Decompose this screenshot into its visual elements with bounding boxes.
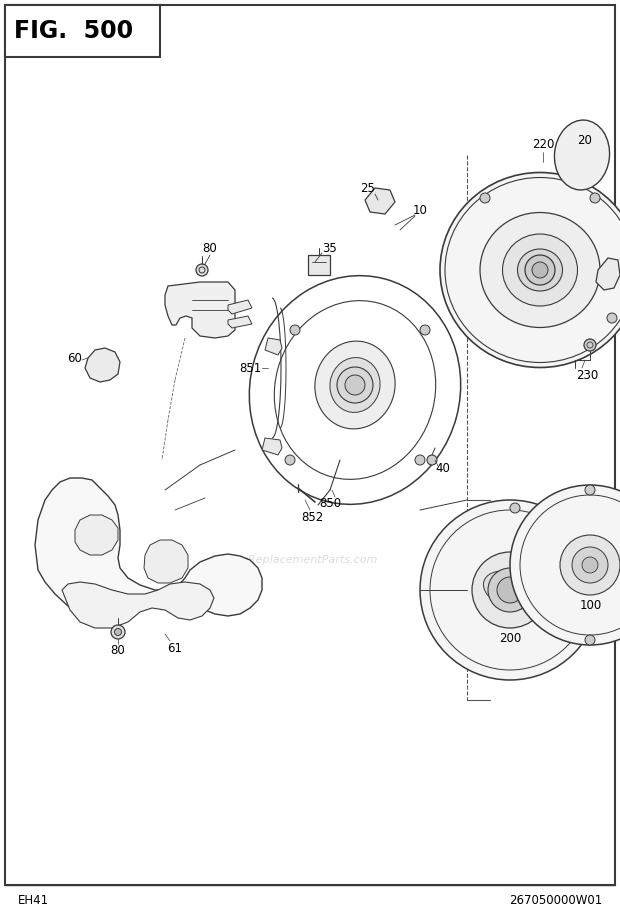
Text: 851: 851	[239, 361, 261, 374]
Circle shape	[472, 552, 548, 628]
Polygon shape	[144, 540, 188, 583]
Circle shape	[510, 485, 620, 645]
Circle shape	[532, 262, 548, 278]
Polygon shape	[62, 582, 214, 628]
Ellipse shape	[484, 571, 536, 609]
Text: 61: 61	[167, 642, 182, 655]
Circle shape	[497, 577, 523, 603]
Polygon shape	[308, 255, 330, 275]
Ellipse shape	[315, 341, 395, 429]
Polygon shape	[596, 258, 620, 290]
Circle shape	[345, 375, 365, 395]
Ellipse shape	[480, 212, 600, 327]
Text: 80: 80	[203, 242, 218, 254]
Circle shape	[111, 625, 125, 639]
Circle shape	[290, 325, 300, 335]
Circle shape	[480, 193, 490, 203]
Bar	[5, 5, 160, 57]
Text: 20: 20	[578, 134, 593, 147]
Text: FIG.  500: FIG. 500	[14, 19, 133, 43]
Circle shape	[415, 455, 425, 465]
Circle shape	[572, 547, 608, 583]
Text: 220: 220	[532, 138, 554, 151]
Polygon shape	[75, 515, 118, 555]
Circle shape	[115, 629, 122, 635]
Text: 25: 25	[361, 182, 376, 195]
Circle shape	[196, 264, 208, 276]
Circle shape	[584, 339, 596, 351]
Text: 100: 100	[580, 598, 602, 611]
Text: eReplacementParts.com: eReplacementParts.com	[242, 555, 378, 565]
Polygon shape	[262, 438, 282, 455]
Circle shape	[560, 535, 620, 595]
Polygon shape	[365, 188, 395, 214]
Text: 267050000W01: 267050000W01	[509, 893, 602, 906]
Text: 40: 40	[436, 462, 451, 475]
Ellipse shape	[518, 249, 562, 291]
Text: 230: 230	[576, 369, 598, 382]
Circle shape	[607, 313, 617, 323]
Circle shape	[590, 193, 600, 203]
Text: EH41: EH41	[18, 893, 49, 906]
Text: 850: 850	[319, 497, 341, 510]
Circle shape	[285, 455, 295, 465]
Ellipse shape	[502, 234, 577, 306]
Text: 80: 80	[110, 644, 125, 656]
Text: 852: 852	[301, 511, 323, 524]
Circle shape	[427, 455, 437, 465]
Circle shape	[337, 367, 373, 403]
Circle shape	[420, 325, 430, 335]
Circle shape	[584, 164, 596, 176]
Circle shape	[510, 503, 520, 513]
Polygon shape	[85, 348, 120, 382]
Polygon shape	[228, 316, 252, 328]
Circle shape	[420, 500, 600, 680]
Circle shape	[585, 635, 595, 645]
Ellipse shape	[554, 120, 609, 190]
Text: 10: 10	[412, 204, 427, 217]
Polygon shape	[228, 300, 252, 314]
Polygon shape	[165, 282, 235, 338]
Circle shape	[582, 557, 598, 573]
Ellipse shape	[440, 172, 620, 368]
Circle shape	[525, 255, 555, 285]
Text: 60: 60	[68, 351, 82, 364]
Circle shape	[585, 485, 595, 495]
Circle shape	[488, 568, 532, 612]
Text: 35: 35	[322, 242, 337, 254]
Polygon shape	[35, 478, 262, 618]
Ellipse shape	[330, 358, 380, 412]
Polygon shape	[265, 338, 282, 355]
Text: 200: 200	[499, 632, 521, 644]
